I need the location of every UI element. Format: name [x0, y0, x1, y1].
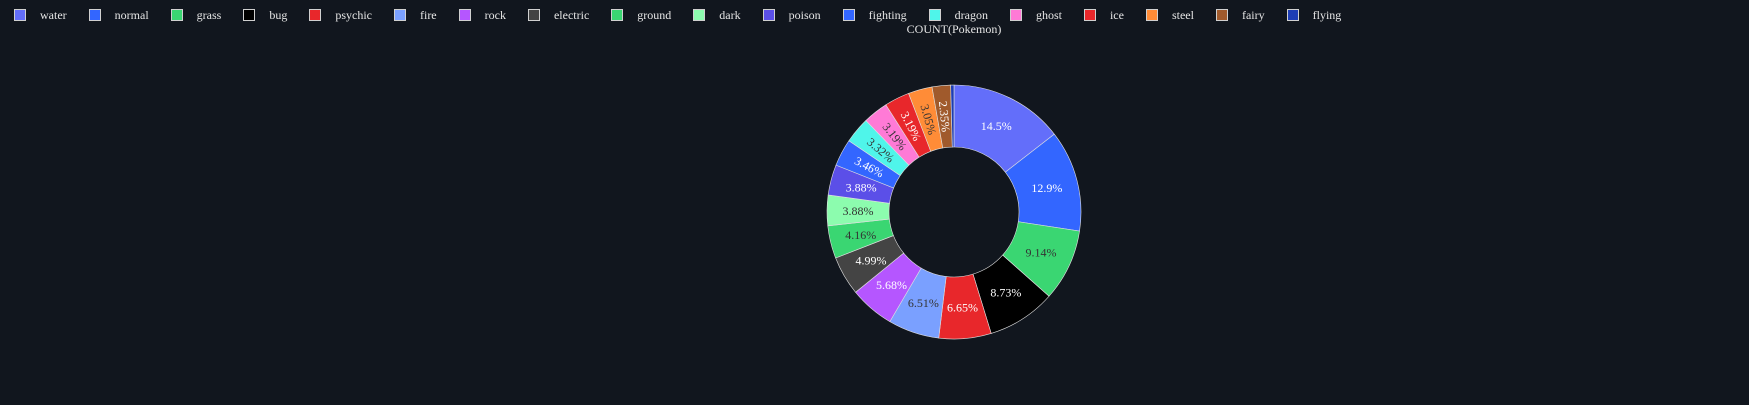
- legend-item-grass[interactable]: grass: [170, 7, 222, 23]
- legend-item-fighting[interactable]: fighting: [842, 7, 907, 23]
- legend-label: normal: [114, 7, 149, 22]
- legend-label: flying: [1312, 7, 1342, 22]
- pie-slice-flying[interactable]: [950, 84, 955, 148]
- slice-label-fairy: 2.35%: [936, 100, 953, 132]
- legend-swatch: [611, 9, 624, 21]
- legend-swatch: [309, 9, 322, 21]
- legend-label: electric: [553, 7, 590, 22]
- legend-item-flying[interactable]: flying: [1286, 7, 1342, 23]
- chart-title: COUNT(Pokemon): [906, 22, 1002, 36]
- legend-item-ground[interactable]: ground: [611, 8, 671, 23]
- legend-item-rock[interactable]: rock: [458, 7, 506, 23]
- legend-item-electric[interactable]: electric: [527, 7, 590, 23]
- legend-label: dragon: [954, 7, 988, 22]
- legend-swatch: [928, 9, 941, 21]
- legend-label: water: [40, 7, 67, 22]
- legend: water normal grass bug psychic fire rock electr…: [14, 7, 1363, 23]
- legend-label: psychic: [335, 7, 372, 22]
- legend-label: ghost: [1035, 7, 1062, 22]
- legend-item-bug[interactable]: bug: [243, 8, 287, 23]
- slice-label-electric: 4.99%: [856, 253, 887, 267]
- legend-label: fairy: [1241, 7, 1265, 22]
- legend-label: dark: [719, 7, 741, 22]
- legend-label: fighting: [868, 7, 907, 22]
- legend-item-steel[interactable]: steel: [1145, 7, 1194, 23]
- legend-item-dark[interactable]: dark: [693, 7, 741, 23]
- slice-label-dark: 3.88%: [843, 204, 874, 218]
- legend-swatch: [842, 9, 855, 21]
- legend-swatch: [1083, 9, 1096, 21]
- legend-item-ice[interactable]: ice: [1083, 7, 1124, 23]
- legend-swatch: [1145, 9, 1158, 21]
- legend-swatch: [1215, 9, 1228, 21]
- legend-swatch: [243, 9, 256, 21]
- slice-label-psychic: 6.65%: [947, 301, 978, 315]
- legend-item-fairy[interactable]: fairy: [1215, 7, 1265, 23]
- legend-swatch: [527, 9, 540, 21]
- legend-label: rock: [484, 7, 506, 22]
- legend-swatch: [88, 9, 101, 21]
- legend-label: ground: [637, 7, 672, 22]
- slice-label-water: 14.5%: [981, 119, 1012, 133]
- legend-label: ice: [1109, 7, 1124, 22]
- slice-label-normal: 12.9%: [1031, 181, 1062, 195]
- legend-item-poison[interactable]: poison: [762, 7, 821, 23]
- legend-item-water[interactable]: water: [14, 8, 67, 23]
- legend-swatch: [393, 9, 406, 21]
- legend-item-dragon[interactable]: dragon: [928, 7, 988, 23]
- legend-label: poison: [788, 7, 821, 22]
- legend-swatch: [458, 9, 471, 21]
- legend-item-normal[interactable]: normal: [88, 7, 149, 23]
- slice-label-rock: 5.68%: [876, 278, 907, 292]
- slice-label-fire: 6.51%: [908, 296, 939, 310]
- legend-swatch: [762, 9, 775, 21]
- legend-swatch: [14, 9, 26, 21]
- slice-label-bug: 8.73%: [990, 286, 1021, 300]
- slice-label-grass: 9.14%: [1025, 246, 1056, 260]
- legend-swatch: [693, 9, 706, 21]
- legend-label: steel: [1171, 7, 1194, 22]
- legend-item-fire[interactable]: fire: [393, 7, 437, 23]
- legend-item-ghost[interactable]: ghost: [1009, 7, 1062, 23]
- legend-label: bug: [269, 7, 288, 22]
- legend-label: fire: [419, 7, 437, 22]
- slice-label-poison: 3.88%: [846, 181, 877, 195]
- legend-label: grass: [196, 7, 222, 22]
- slice-label-ground: 4.16%: [845, 228, 876, 242]
- legend-swatch: [1286, 9, 1299, 21]
- legend-swatch: [1009, 9, 1022, 21]
- legend-item-psychic[interactable]: psychic: [309, 8, 372, 23]
- legend-swatch: [170, 9, 183, 21]
